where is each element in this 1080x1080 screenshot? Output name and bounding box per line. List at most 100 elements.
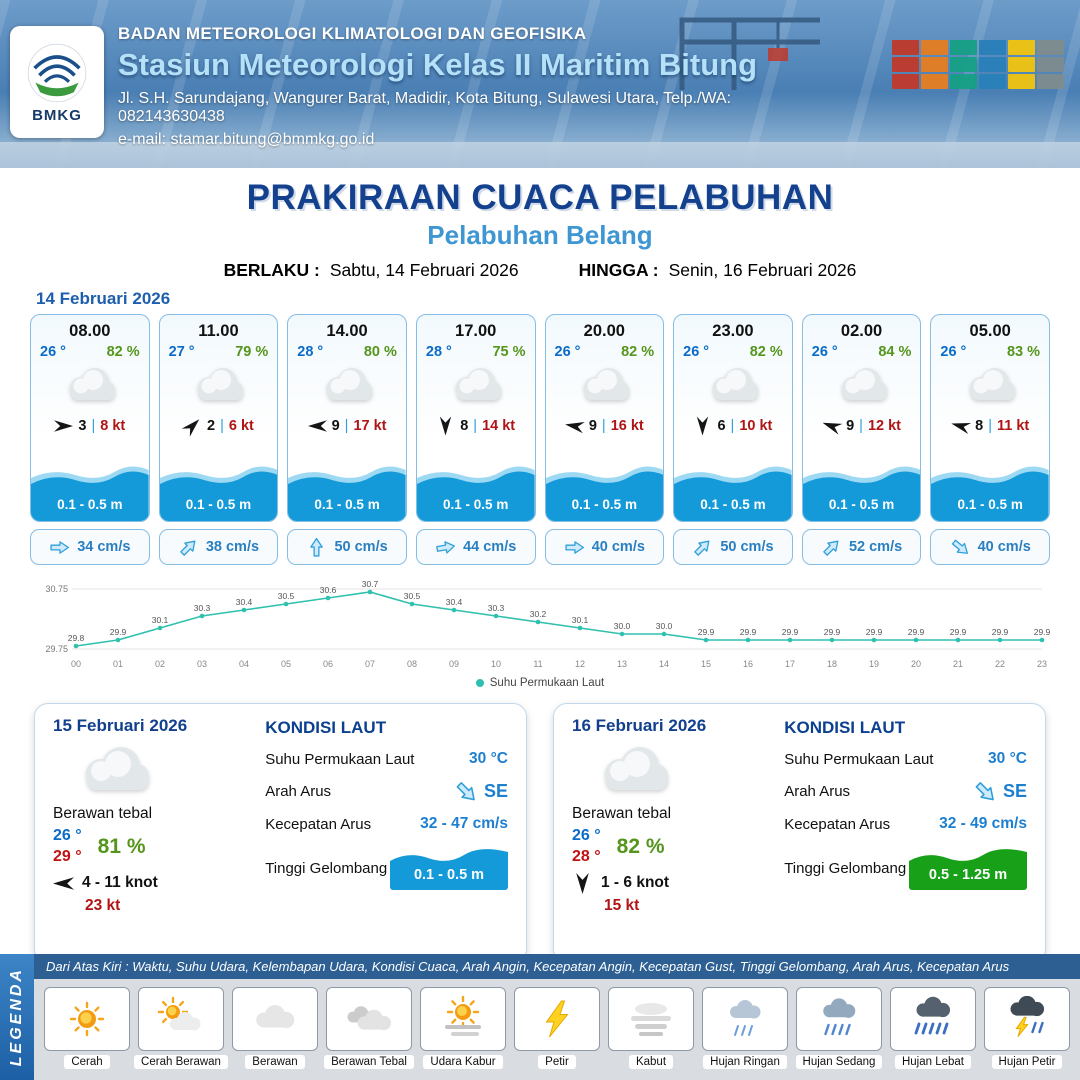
forecast-cards-row: 08.00 26 ° 82 % 3 | <box>30 314 1050 565</box>
legend-item: Udara Kabur <box>420 987 506 1069</box>
svg-text:29.9: 29.9 <box>110 627 127 637</box>
temp-humidity-row: 26 ° 82 % <box>31 341 149 360</box>
gust-speed-value: 12 kt <box>867 418 902 434</box>
svg-text:10: 10 <box>491 659 501 669</box>
header-text: BADAN METEOROLOGI KLIMATOLOGI DAN GEOFIS… <box>118 24 780 149</box>
temp-humidity-row: 26 ° 83 % <box>931 341 1049 360</box>
humidity-value: 82 % <box>106 344 140 360</box>
current-direction-icon <box>975 781 994 800</box>
legend-label: Hujan Petir <box>991 1055 1063 1069</box>
temperature-value: 28 ° <box>297 344 324 360</box>
humidity-value: 80 % <box>363 344 397 360</box>
temp-humidity-row: 28 ° 80 % <box>288 341 406 360</box>
sst-value: 30 °C <box>988 750 1027 767</box>
humidity-value: 82 % <box>749 344 783 360</box>
current-box: 50 cm/s <box>287 529 407 565</box>
legend-item: Hujan Petir <box>984 987 1070 1069</box>
current-direction-icon <box>823 540 839 556</box>
time-label: 23.00 <box>712 322 754 340</box>
divider: | <box>91 418 96 434</box>
legend-item: Cerah Berawan <box>134 987 228 1069</box>
legend-label: Cerah <box>64 1055 110 1069</box>
temp-max-value: 29 ° <box>53 848 82 865</box>
temp-min-value: 26 ° <box>572 827 601 844</box>
humidity-value: 84 % <box>878 344 912 360</box>
svg-text:29.9: 29.9 <box>824 627 841 637</box>
validity-line: BERLAKU : Sabtu, 14 Februari 2026 HINGGA… <box>0 260 1080 281</box>
wind-speed-value: 9 <box>331 418 340 434</box>
svg-text:30.4: 30.4 <box>236 597 253 607</box>
legend-title: LEGENDA <box>0 954 34 1080</box>
sea-conditions-title: KONDISI LAUT <box>265 718 387 737</box>
svg-text:01: 01 <box>113 659 123 669</box>
divider: | <box>988 418 992 434</box>
legend-label: Berawan Tebal <box>324 1055 414 1069</box>
bmkg-logo: BMKG <box>10 26 104 138</box>
current-direction-value: SE <box>483 781 508 801</box>
legend-label: Berawan <box>245 1055 305 1069</box>
header: BMKG BADAN METEOROLOGI KLIMATOLOGI DAN G… <box>0 0 1080 168</box>
svg-text:29.9: 29.9 <box>866 627 883 637</box>
legend-label: Hujan Lebat <box>894 1055 972 1069</box>
hujan-lebat-icon-box <box>890 987 976 1051</box>
temp-min-value: 26 ° <box>53 827 82 844</box>
day-date: 16 Februari 2026 <box>572 716 707 735</box>
forecast-card: 02.00 26 ° 84 % 9 | <box>801 314 922 565</box>
current-box: 52 cm/s <box>801 529 922 565</box>
svg-text:00: 00 <box>71 659 81 669</box>
forecast-card: 23.00 26 ° 82 % 6 | <box>673 314 793 565</box>
udara-kabur-icon-box <box>420 987 506 1051</box>
gust-speed-value: 6 kt <box>228 418 254 434</box>
time-label: 11.00 <box>198 322 239 340</box>
berawan-icon-box <box>232 987 318 1051</box>
temps-block: 26 ° 29 ° 81 % <box>53 827 253 866</box>
berawan-tebal-icon <box>347 1006 392 1031</box>
temp-humidity-row: 26 ° 84 % <box>803 341 921 360</box>
divider: | <box>601 418 606 434</box>
hujan-lebat-icon <box>914 996 951 1035</box>
sea-conditions-title: KONDISI LAUT <box>784 718 906 737</box>
legend-item: Berawan Tebal <box>324 987 414 1069</box>
wave-height-value: 0.1 - 0.5 m <box>571 497 637 512</box>
legend-item: Hujan Ringan <box>702 987 788 1069</box>
time-label: 20.00 <box>583 322 625 340</box>
current-speed-value: 50 cm/s <box>720 539 774 555</box>
current-speed-value: 40 cm/s <box>591 539 645 555</box>
current-direction-icon <box>436 540 456 554</box>
sst-label: Suhu Permukaan Laut <box>784 750 934 768</box>
wave-height-value: 0.1 - 0.5 m <box>57 497 123 512</box>
day-date: 15 Februari 2026 <box>53 716 188 735</box>
svg-text:30.5: 30.5 <box>278 591 295 601</box>
sea-conditions-panel: KONDISI LAUT Suhu Permukaan Laut 30 °C A… <box>265 716 508 950</box>
divider: | <box>344 418 349 434</box>
wind-row: 9 | 17 kt <box>288 418 406 434</box>
wave-height-band: 0.1 - 0.5 m <box>674 465 792 521</box>
gust-speed-value: 10 kt <box>739 418 773 434</box>
forecast-card: 17.00 28 ° 75 % 8 | <box>415 314 536 565</box>
gust-speed-value: 8 kt <box>100 418 126 434</box>
page-title: PRAKIRAAN CUACA PELABUHAN <box>246 178 834 217</box>
chart-legend: Suhu Permukaan Laut <box>26 677 1054 689</box>
berawan-icon <box>256 1005 295 1029</box>
station-address: Jl. S.H. Sarundajang, Wangurer Barat, Ma… <box>118 90 732 125</box>
temp-humidity-row: 26 ° 82 % <box>546 341 664 360</box>
current-speed-value: 44 cm/s <box>463 539 517 555</box>
temperature-value: 27 ° <box>168 344 195 360</box>
svg-text:13: 13 <box>617 659 627 669</box>
wave-row: Tinggi Gelombang 0.5 - 1.25 m <box>784 846 1027 890</box>
legend-item: Cerah <box>44 987 130 1069</box>
wind-row: 8 | 14 kt <box>417 416 535 436</box>
current-direction-icon <box>310 537 324 557</box>
legend-label: Hujan Sedang <box>795 1055 883 1069</box>
wind-row: 1 - 6 knot <box>572 872 772 894</box>
sst-value: 30 °C <box>469 750 508 767</box>
forecast-card: 20.00 26 ° 82 % 9 | <box>544 314 665 565</box>
wind-row: 3 | 8 kt <box>31 418 149 434</box>
wind-direction-icon <box>440 416 452 436</box>
wind-range-value: 1 - 6 knot <box>601 874 670 891</box>
current-box: 44 cm/s <box>415 529 536 565</box>
svg-text:11: 11 <box>533 659 542 669</box>
temperature-value: 26 ° <box>40 344 66 360</box>
gust-speed-value: 23 kt <box>85 897 121 914</box>
day-summary-row: 15 Februari 2026 Berawan tebal 26 ° 29 °… <box>34 703 1046 963</box>
